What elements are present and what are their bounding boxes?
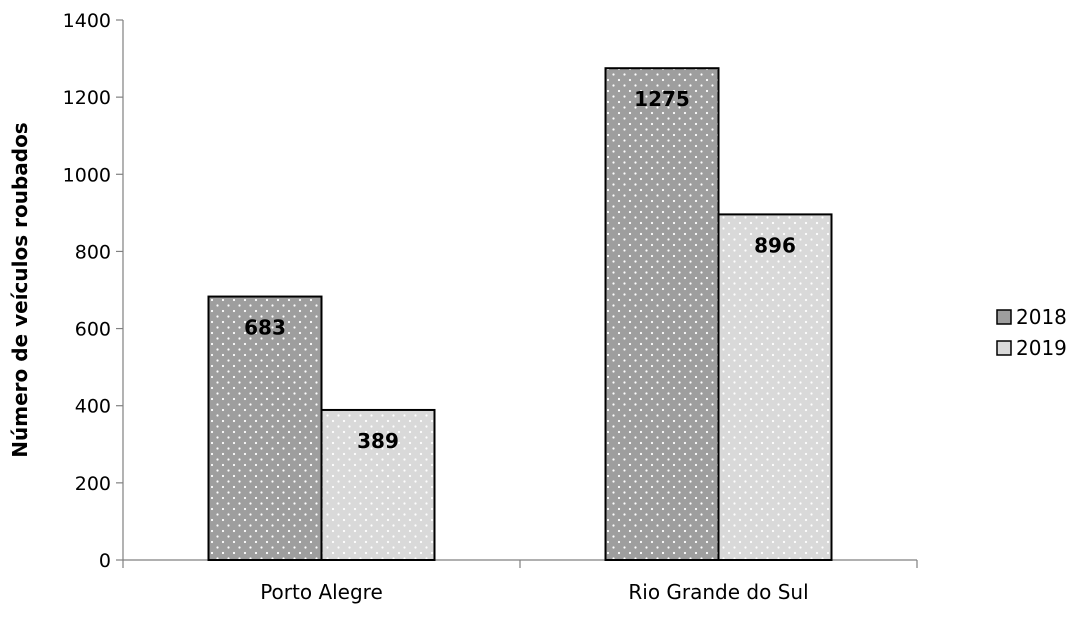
bar-2019-1 <box>717 213 833 561</box>
bar-pattern <box>321 409 435 560</box>
x-category-label: Porto Alegre <box>260 580 383 604</box>
data-labels: 683 389 1275 896 <box>244 87 796 453</box>
y-tick-label: 1000 <box>63 164 111 186</box>
bar-outline <box>717 213 833 561</box>
axes: 0 200 400 600 800 1000 1200 1400 Porto Alegre Rio… <box>63 10 918 604</box>
bar-pattern <box>605 68 719 560</box>
y-tick-label: 800 <box>75 241 111 263</box>
legend: 2018 2019 <box>996 305 1067 360</box>
data-label: 896 <box>754 233 796 257</box>
bar-pattern <box>718 214 832 560</box>
bar-outline <box>320 408 436 562</box>
x-category-label: Rio Grande do Sul <box>628 580 808 604</box>
bars <box>207 67 833 562</box>
legend-label: 2018 <box>1016 305 1067 329</box>
bar-2018-1 <box>604 67 720 561</box>
legend-swatch <box>996 309 1012 325</box>
legend-label: 2019 <box>1016 336 1067 360</box>
data-label: 389 <box>357 429 399 453</box>
legend-item-2019: 2019 <box>996 336 1067 360</box>
legend-swatch <box>996 340 1012 356</box>
y-tick-label: 1400 <box>63 10 111 32</box>
y-tick-label: 600 <box>75 319 111 341</box>
y-tick-label: 200 <box>75 473 111 495</box>
data-label: 683 <box>244 316 286 340</box>
y-tick-label: 1200 <box>63 87 111 109</box>
data-label: 1275 <box>634 87 690 111</box>
bar-pattern <box>208 296 322 560</box>
bar-2019-0 <box>320 408 436 562</box>
legend-item-2018: 2018 <box>996 305 1067 329</box>
y-axis-title: Número de veículos roubados <box>8 122 32 457</box>
y-tick-label: 400 <box>75 396 111 418</box>
y-tick-label: 0 <box>99 550 111 572</box>
